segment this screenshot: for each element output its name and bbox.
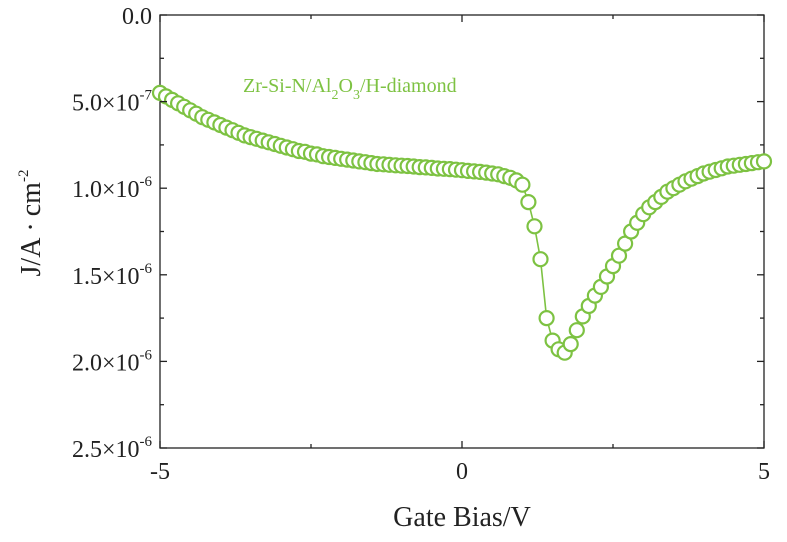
y-tick-label: 5.0×10-7 — [72, 88, 153, 117]
legend-text-2: O — [338, 75, 352, 97]
legend-text-1: Zr-Si-N/Al — [243, 75, 332, 97]
y-tick-label: 2.5×10-6 — [72, 434, 153, 463]
data-point — [514, 176, 531, 193]
data-series — [151, 84, 773, 361]
y-tick-label: 1.0×10-6 — [72, 174, 153, 203]
y-tick-label: 1.5×10-6 — [72, 261, 153, 290]
y-title-dot: · — [16, 222, 47, 231]
legend-sub-1: 2 — [331, 88, 338, 103]
y-axis-title: J/A · cm-2 — [16, 170, 47, 277]
x-axis-title: Gate Bias/V — [393, 502, 531, 533]
legend-sub-2: 3 — [353, 88, 360, 103]
x-tick-label: 5 — [758, 459, 770, 485]
data-point — [532, 251, 549, 268]
y-tick-mantissa: 0.0 — [122, 4, 152, 30]
y-tick-label: 2.0×10-6 — [72, 347, 153, 376]
y-tick-mantissa: 2.5×10 — [72, 437, 140, 463]
y-tick-exponent: -6 — [140, 434, 153, 450]
data-point — [755, 153, 773, 170]
data-point — [538, 310, 555, 327]
x-tick-label: -5 — [150, 459, 170, 485]
y-tick-mantissa: 1.0×10 — [72, 177, 140, 203]
y-tick-mantissa: 2.0×10 — [72, 350, 140, 376]
y-tick-mantissa: 5.0×10 — [72, 91, 140, 117]
y-tick-label: 0.0 — [122, 4, 152, 30]
legend-text-3: /H-diamond — [360, 75, 457, 97]
legend-label: Zr-Si-N/Al2O3/H-diamond — [243, 75, 457, 103]
data-point — [526, 218, 543, 235]
data-point — [568, 322, 585, 339]
y-title-unit: cm — [16, 182, 47, 216]
data-point — [520, 194, 537, 211]
y-tick-exponent: -6 — [140, 174, 153, 190]
y-tick-exponent: -7 — [140, 88, 153, 104]
y-tick-exponent: -6 — [140, 261, 153, 277]
x-tick-label: 0 — [456, 459, 468, 485]
y-tick-mantissa: 1.5×10 — [72, 264, 140, 290]
axes: -5 0 50.05.0×10-71.0×10-61.5×10-62.0×10-62… — [72, 4, 770, 485]
y-tick-exponent: -6 — [140, 347, 153, 363]
y-title-base: J/A — [16, 237, 47, 277]
data-point — [562, 336, 579, 353]
y-title-exp: -2 — [16, 170, 32, 183]
